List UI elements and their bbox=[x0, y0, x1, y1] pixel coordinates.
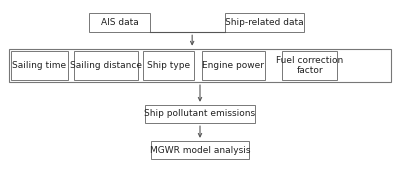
FancyBboxPatch shape bbox=[151, 141, 249, 159]
Text: Ship pollutant emissions: Ship pollutant emissions bbox=[144, 109, 256, 119]
Text: Ship type: Ship type bbox=[147, 61, 190, 70]
FancyBboxPatch shape bbox=[89, 13, 150, 32]
Text: MGWR model analysis: MGWR model analysis bbox=[150, 146, 250, 155]
FancyBboxPatch shape bbox=[202, 51, 265, 80]
FancyBboxPatch shape bbox=[145, 105, 255, 123]
FancyBboxPatch shape bbox=[143, 51, 194, 80]
Text: Engine power: Engine power bbox=[202, 61, 264, 70]
FancyBboxPatch shape bbox=[282, 51, 337, 80]
Text: AIS data: AIS data bbox=[101, 18, 138, 27]
Text: Fuel correction
factor: Fuel correction factor bbox=[276, 56, 343, 75]
FancyBboxPatch shape bbox=[11, 51, 68, 80]
Text: Ship-related data: Ship-related data bbox=[225, 18, 304, 27]
FancyBboxPatch shape bbox=[74, 51, 138, 80]
Text: Sailing distance: Sailing distance bbox=[70, 61, 142, 70]
FancyBboxPatch shape bbox=[226, 13, 304, 32]
FancyBboxPatch shape bbox=[9, 49, 391, 82]
Text: Sailing time: Sailing time bbox=[12, 61, 66, 70]
